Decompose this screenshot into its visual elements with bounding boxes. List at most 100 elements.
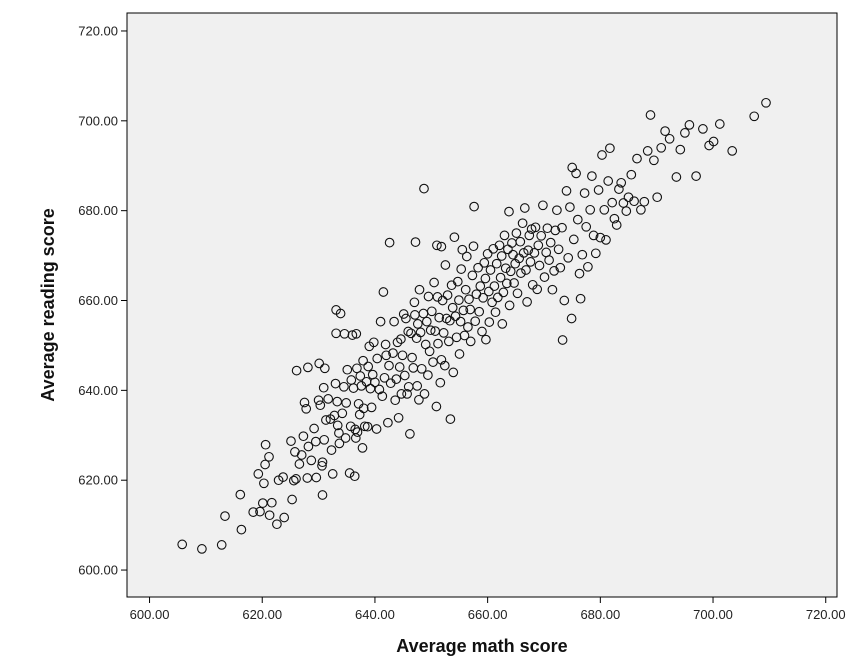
data-point: [259, 478, 269, 489]
data-point: [402, 389, 412, 399]
data-point: [539, 272, 550, 282]
data-point: [315, 400, 326, 411]
data-point: [549, 266, 559, 276]
data-point: [544, 255, 554, 265]
data-point: [177, 539, 188, 550]
y-axis-title: Average reading score: [38, 208, 58, 401]
data-point: [605, 143, 615, 154]
data-point: [499, 230, 510, 241]
data-point: [291, 365, 302, 376]
data-point: [311, 472, 322, 483]
data-point: [645, 110, 656, 120]
y-tick-label: 660.00: [78, 293, 118, 308]
data-point: [481, 334, 491, 345]
x-tick-label: 600.00: [130, 607, 170, 622]
y-tick-label: 700.00: [78, 113, 118, 128]
data-point: [368, 337, 379, 348]
data-point: [588, 230, 599, 241]
data-point: [327, 469, 338, 479]
data-point: [595, 232, 606, 243]
data-point: [399, 370, 410, 381]
data-point: [298, 431, 309, 442]
data-point: [414, 394, 424, 405]
data-point: [339, 328, 350, 339]
data-point: [470, 316, 481, 327]
data-point: [423, 370, 433, 380]
data-point: [318, 382, 329, 393]
data-point: [384, 237, 395, 248]
data-point: [621, 206, 632, 216]
x-tick-label: 680.00: [580, 607, 620, 622]
data-point: [599, 204, 610, 215]
data-point: [581, 221, 592, 232]
data-point: [332, 420, 343, 431]
data-point: [684, 120, 695, 130]
data-point: [563, 252, 574, 263]
data-point: [533, 240, 544, 251]
data-point: [406, 328, 416, 339]
data-point: [691, 171, 701, 181]
data-point: [414, 284, 425, 295]
data-point: [405, 429, 415, 439]
data-point: [463, 322, 473, 332]
data-point: [629, 196, 639, 207]
data-point: [448, 367, 459, 378]
data-point: [671, 172, 682, 182]
data-point: [435, 377, 446, 388]
data-point: [381, 350, 392, 361]
data-point: [313, 395, 324, 406]
data-point: [235, 489, 246, 500]
data-point: [708, 136, 719, 147]
data-point: [505, 266, 516, 277]
data-point: [392, 337, 403, 348]
data-point: [272, 519, 282, 530]
data-point: [351, 328, 362, 339]
data-point: [680, 128, 690, 138]
data-point: [378, 287, 389, 297]
data-point: [334, 438, 345, 449]
data-point: [375, 316, 386, 327]
data-point: [255, 506, 265, 517]
data-point: [555, 262, 566, 273]
y-tick-label: 680.00: [78, 203, 118, 218]
data-point: [248, 507, 259, 517]
data-point: [317, 490, 328, 500]
data-point: [377, 391, 388, 402]
data-point: [347, 330, 358, 340]
y-tick-label: 600.00: [78, 563, 118, 578]
data-point: [291, 474, 301, 484]
data-point: [279, 512, 290, 523]
data-point: [286, 436, 296, 446]
data-point: [388, 348, 398, 358]
data-point: [362, 421, 373, 432]
data-point: [457, 244, 468, 255]
data-point: [557, 222, 567, 233]
data-point: [264, 510, 275, 521]
data-point: [461, 251, 472, 262]
data-point: [337, 408, 348, 419]
data-point: [352, 427, 363, 437]
data-point: [509, 278, 519, 288]
data-point: [575, 293, 586, 304]
data-point: [455, 316, 466, 327]
data-point: [394, 362, 405, 372]
data-point: [515, 236, 526, 247]
data-point: [601, 235, 611, 245]
data-point: [478, 292, 488, 303]
data-point: [468, 241, 479, 252]
data-point: [236, 524, 247, 535]
data-point: [287, 494, 297, 505]
data-point: [309, 423, 319, 434]
data-point: [355, 371, 366, 381]
data-point: [454, 349, 465, 359]
data-point: [524, 230, 535, 241]
data-point: [474, 306, 485, 317]
data-point: [391, 374, 402, 384]
x-axis-title: Average math score: [396, 636, 567, 656]
data-point: [477, 326, 487, 337]
data-point: [412, 381, 423, 391]
data-point: [396, 334, 406, 344]
data-point: [349, 471, 360, 482]
data-point: [553, 244, 564, 255]
data-point: [511, 228, 522, 238]
